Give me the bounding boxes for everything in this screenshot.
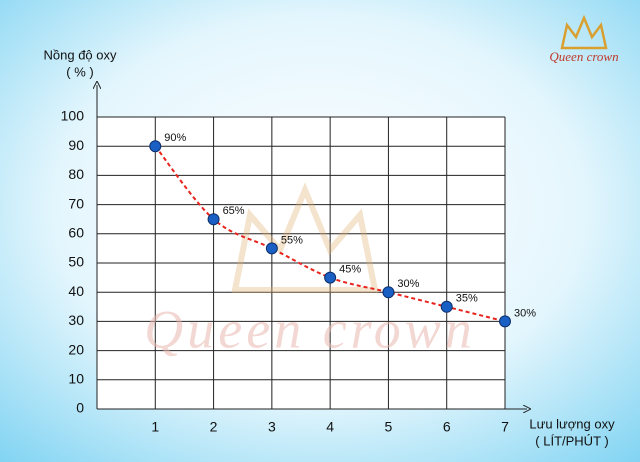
logo-text: Queen crown [549,49,618,64]
point-label: 30% [397,278,419,290]
watermark-crown [231,182,379,293]
data-point [324,271,337,284]
x-tick-label: 5 [385,419,393,435]
data-point [149,140,162,153]
y-tick-label: 100 [61,108,85,124]
y-tick-label: 90 [68,137,84,153]
y-tick-label: 60 [68,225,84,241]
data-point [265,242,278,255]
x-tick-label: 2 [210,419,218,435]
x-tick-label: 4 [326,419,334,435]
point-label: 45% [339,264,361,276]
y-axis-label: Nồng độ oxy [44,47,117,62]
point-label: 90% [164,132,186,144]
y-tick-label: 40 [68,283,84,299]
x-tick-label: 6 [443,419,451,435]
y-tick-label: 70 [68,195,84,211]
point-label: 55% [281,234,303,246]
y-tick-label: 80 [68,166,84,182]
logo-crown [560,14,608,50]
point-label: 65% [223,205,245,217]
data-point [382,286,395,299]
y-axis-unit: ( % ) [66,64,93,79]
y-tick-label: 20 [68,341,84,357]
x-axis-label: Lưu lượng oxy [529,416,615,431]
y-tick-label: 0 [76,400,84,416]
x-axis-unit: ( LÍT/PHÚT ) [535,433,608,448]
x-tick-label: 7 [501,419,509,435]
data-point [207,213,220,226]
watermark: Queen crown [144,299,475,359]
y-tick-label: 10 [68,371,84,387]
y-tick-label: 30 [68,312,84,328]
x-tick-label: 1 [151,419,159,435]
point-label: 35% [456,293,478,305]
y-tick-label: 50 [68,254,84,270]
data-point [440,300,453,313]
data-point [499,315,511,328]
point-label: 30% [514,307,536,319]
x-tick-label: 3 [268,419,276,435]
